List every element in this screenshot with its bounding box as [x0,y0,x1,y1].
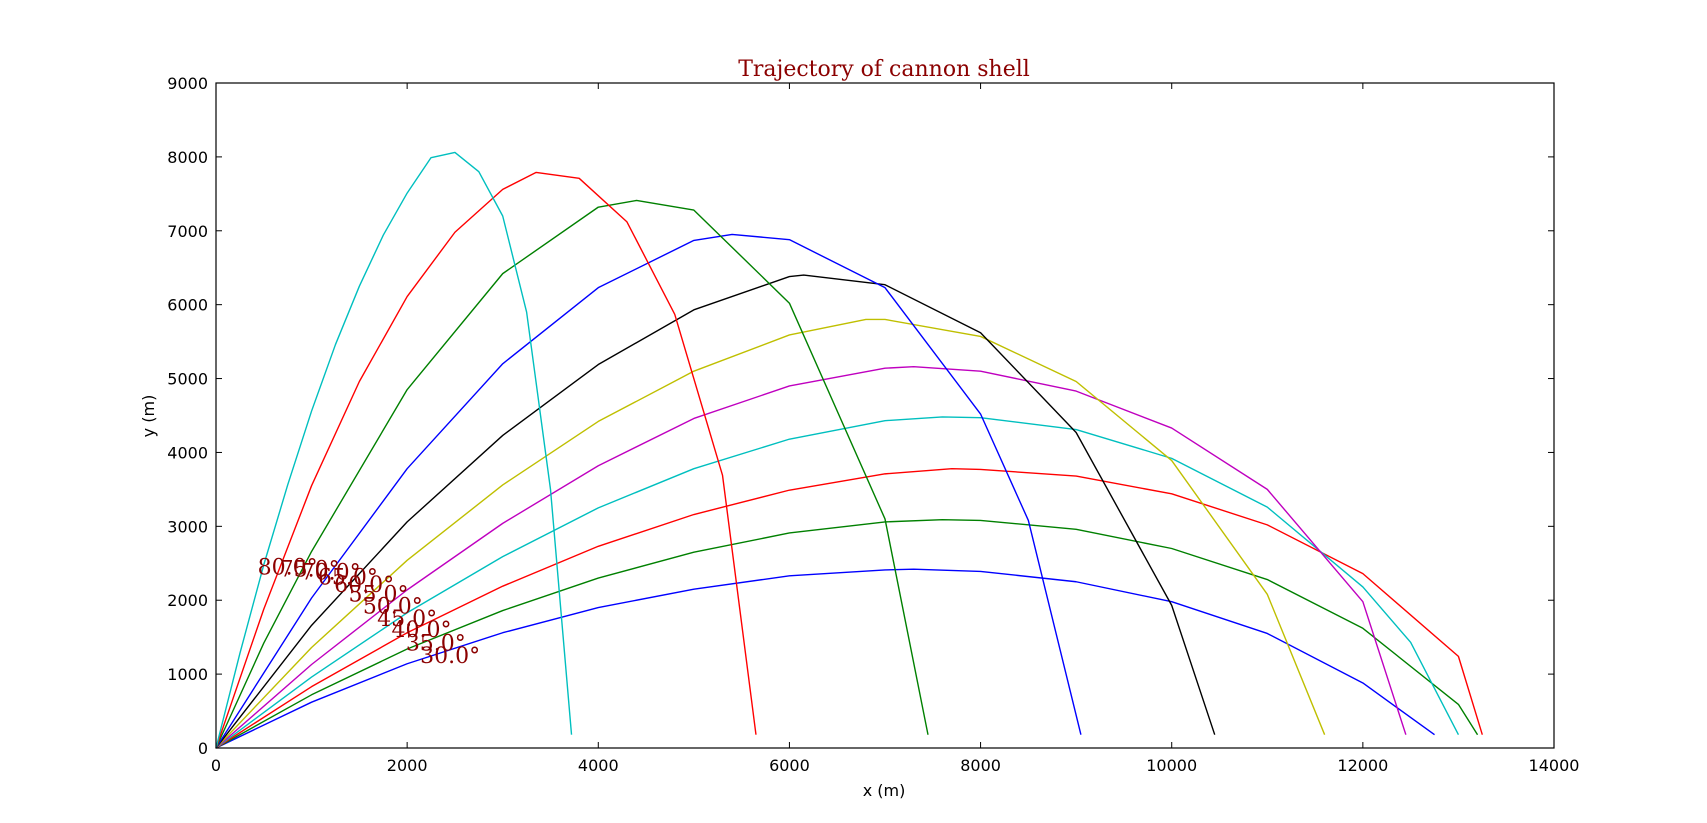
x-tick-label-1: 2000 [387,756,428,775]
y-tick-label-7: 7000 [167,222,208,241]
y-tick-label-5: 5000 [167,370,208,389]
trajectory-line-7 [215,233,1082,749]
angle-label-8: 70.0° [301,561,361,586]
angle-label-6: 60.0° [334,573,394,598]
x-tick-label-6: 12000 [1337,756,1388,775]
x-axis: 0 2000 4000 6000 8000 10000 12000 14000 [211,83,1580,775]
y-axis-label: y (m) [139,395,158,438]
trajectory-line-4 [215,366,1407,749]
trajectory-line-5 [215,318,1326,749]
angle-label-0: 30.0° [420,644,480,669]
trajectory-line-3 [215,416,1460,749]
x-tick-label-5: 10000 [1146,756,1197,775]
trajectory-line-0 [215,568,1435,749]
y-tick-label-4: 4000 [167,443,208,462]
trajectory-line-2 [215,468,1483,749]
x-tick-label-7: 14000 [1529,756,1580,775]
trajectory-line-1 [215,518,1479,749]
y-tick-label-6: 6000 [167,296,208,315]
angle-label-3: 45.0° [377,607,437,632]
trajectory-line-8 [215,199,929,749]
angle-label-5: 55.0° [348,583,408,608]
x-tick-label-4: 8000 [960,756,1001,775]
y-tick-label-0: 0 [198,739,208,758]
plot-frame [215,82,1555,749]
angle-label-10: 80.0° [258,555,318,580]
y-tick-label-3: 3000 [167,517,208,536]
angle-label-2: 40.0° [391,618,451,643]
trajectory-line-9 [215,171,757,749]
angle-label-7: 65.0° [318,566,378,591]
chart-title: Trajectory of cannon shell [738,57,1030,82]
y-tick-label-2: 2000 [167,591,208,610]
x-axis-label: x (m) [863,781,906,800]
plot-area [215,151,1483,749]
trajectory-line-6 [215,274,1216,749]
y-tick-label-9: 9000 [167,74,208,93]
angle-label-1: 35.0° [406,631,466,656]
x-tick-label-2: 4000 [578,756,619,775]
angle-labels: 30.0°35.0°40.0°45.0°50.0°55.0°60.0°65.0°… [258,555,480,669]
trajectory-line-10 [215,151,573,749]
angle-label-9: 75.0° [280,558,340,583]
x-tick-label-0: 0 [211,756,221,775]
angle-label-4: 50.0° [363,595,423,620]
y-tick-label-1: 1000 [167,665,208,684]
x-tick-label-3: 6000 [769,756,810,775]
y-axis: 0 1000 2000 3000 4000 5000 6000 7000 8000 9000 [167,74,1554,758]
y-tick-label-8: 8000 [167,148,208,167]
